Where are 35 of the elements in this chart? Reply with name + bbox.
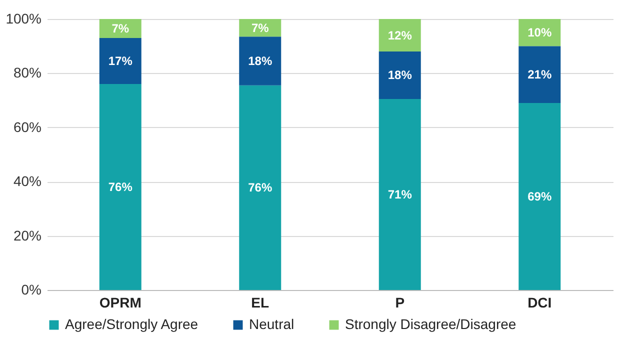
- data-label: 71%: [388, 187, 412, 202]
- bar: [378, 19, 421, 52]
- bar: [99, 84, 142, 290]
- bar: [99, 38, 142, 84]
- y-tick-label: 40%: [13, 173, 42, 190]
- bar: [378, 52, 421, 99]
- y-tick-label: 80%: [13, 64, 42, 81]
- data-label: 21%: [528, 68, 552, 82]
- x-tick-label: P: [395, 294, 405, 310]
- y-tick-label: 60%: [13, 118, 42, 135]
- bar: [518, 103, 561, 290]
- x-tick-label: OPRM: [99, 294, 142, 310]
- data-label: 10%: [528, 26, 552, 40]
- data-label: 18%: [388, 68, 412, 82]
- bar: [518, 46, 561, 104]
- data-label: 7%: [112, 21, 130, 36]
- data-label: 18%: [248, 54, 272, 68]
- y-tick-label: 0%: [21, 282, 42, 298]
- data-label: 12%: [388, 28, 412, 42]
- y-tick-label: 100%: [6, 10, 42, 26]
- legend-label: Agree/Strongly Agree: [65, 316, 198, 332]
- x-tick-label: DCI: [528, 294, 552, 310]
- data-label: 7%: [251, 20, 270, 35]
- data-label: 17%: [108, 54, 133, 68]
- x-tick-label: EL: [251, 294, 270, 310]
- bar: [239, 36, 282, 86]
- legend-label: Neutral: [249, 316, 294, 332]
- bar: [239, 85, 282, 290]
- y-tick-label: 20%: [13, 227, 42, 244]
- bar: [378, 98, 421, 290]
- data-label: 69%: [528, 190, 552, 204]
- legend-label: Strongly Disagree/Disagree: [345, 316, 516, 332]
- data-label: 76%: [108, 180, 133, 194]
- data-label: 76%: [248, 180, 272, 195]
- bar: [99, 19, 142, 38]
